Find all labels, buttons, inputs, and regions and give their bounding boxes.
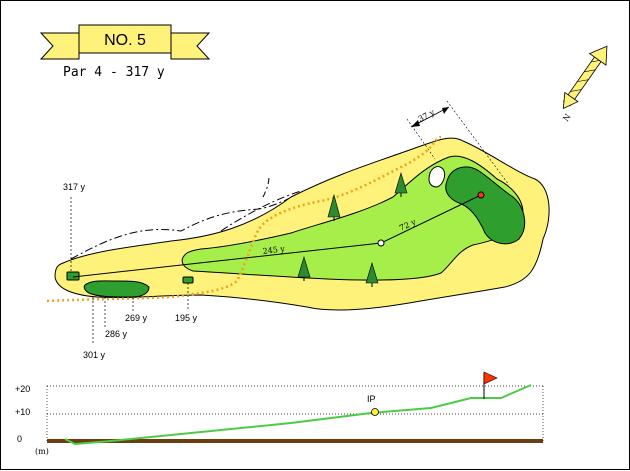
ip-point (371, 408, 379, 416)
par-yardage-label: Par 4 - 317 y (63, 65, 165, 80)
elevation-profile: IP +20 +10 0 (m) (15, 371, 544, 456)
ob-stake-line (46, 135, 442, 303)
shot-245-label: 245 y (262, 244, 286, 256)
green-bunker (428, 166, 446, 188)
compass-north-label: N (561, 112, 572, 123)
putting-green (445, 166, 526, 245)
flag-icon (483, 371, 498, 385)
green-depth-dimension (406, 100, 510, 186)
approach-shot-line (380, 194, 482, 244)
unit-label: (m) (35, 447, 49, 456)
tree-icon (394, 171, 408, 197)
y-tick-0: 0 (17, 434, 22, 444)
compass-icon (562, 45, 608, 110)
tee-box-195 (182, 276, 194, 284)
tree-icon (327, 193, 341, 221)
tree-icon (365, 261, 379, 287)
elevation-line (64, 384, 532, 446)
y-tick-20: +20 (15, 384, 30, 394)
tee-269-label: 269 y (125, 313, 148, 323)
ground-baseline (47, 439, 543, 443)
tee-301-label: 301 y (83, 350, 106, 360)
pin-marker (477, 191, 485, 199)
tee-shot-line (72, 242, 382, 278)
tree-icon (297, 255, 311, 281)
green-depth-label: 37 y (417, 107, 437, 123)
ip-marker (377, 239, 385, 247)
banner-right-tail (170, 32, 211, 60)
hole-title-banner: NO. 5 (39, 24, 211, 60)
ob-boundary-inner-line (220, 190, 302, 232)
tee-box-317 (66, 271, 80, 281)
banner-body (78, 24, 172, 54)
ob-boundary-tick (262, 175, 270, 198)
tee-286-label: 286 y (105, 329, 128, 339)
tee-317-label: 317 y (63, 182, 86, 192)
hole-number-label: NO. 5 (104, 32, 146, 49)
tee-box-301-286-269 (83, 280, 150, 298)
tee-195-label: 195 y (175, 313, 198, 323)
ip-label: IP (367, 394, 376, 404)
y-tick-10: +10 (15, 407, 30, 417)
banner-left-tail (39, 32, 80, 60)
